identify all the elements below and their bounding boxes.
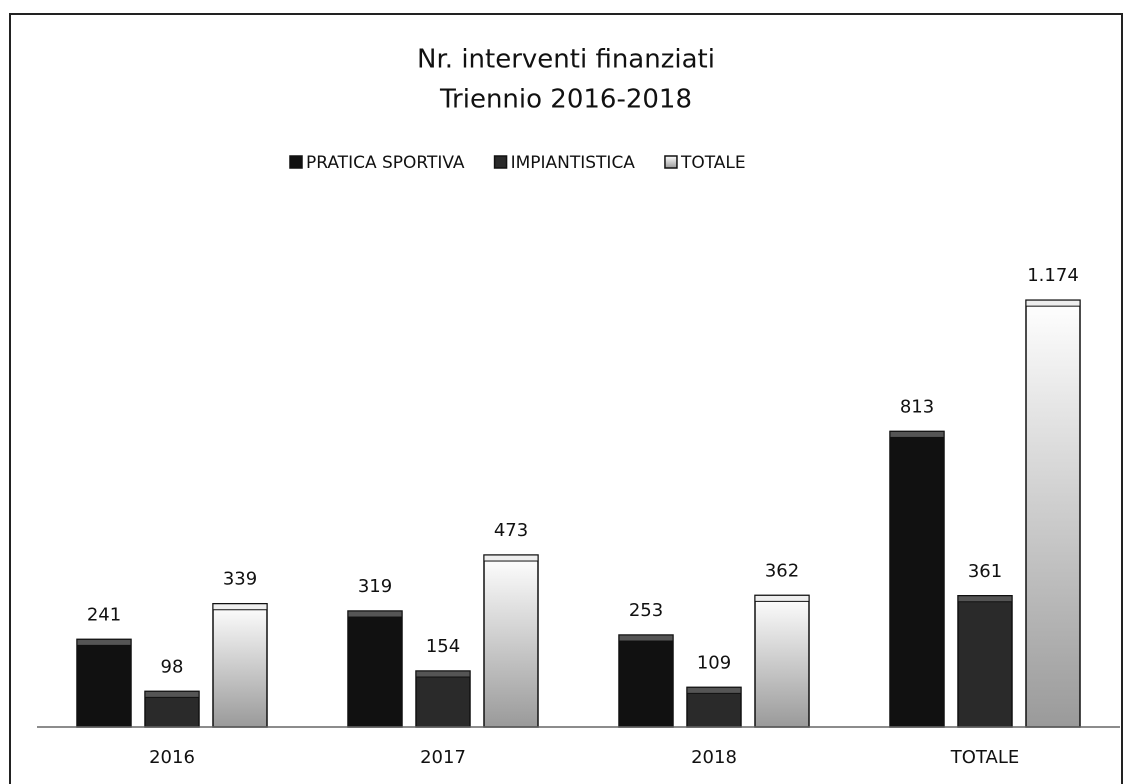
bar-cap	[76, 638, 132, 646]
bar-cap	[686, 686, 742, 694]
data-label: 473	[494, 520, 528, 541]
bar	[347, 610, 403, 728]
bar-cap	[1025, 299, 1081, 307]
bar	[889, 430, 945, 728]
data-label: 154	[426, 636, 460, 657]
bar-cap	[957, 595, 1013, 603]
bar-cap	[415, 670, 471, 678]
bar	[754, 594, 810, 728]
bar	[415, 670, 471, 728]
bar-cap	[483, 554, 539, 562]
bar	[483, 554, 539, 728]
bar	[618, 634, 674, 728]
legend-swatch	[289, 155, 303, 169]
x-tick-label: 2016	[149, 747, 195, 768]
chart-title: Nr. interventi finanziati	[417, 45, 715, 75]
bar-cap	[347, 610, 403, 618]
legend-swatch	[664, 155, 678, 169]
data-label: 1.174	[1027, 265, 1079, 286]
x-tick-label: TOTALE	[950, 747, 1019, 768]
bar	[76, 638, 132, 728]
bar	[957, 595, 1013, 728]
legend-label: IMPIANTISTICA	[511, 153, 636, 173]
bar	[1025, 299, 1081, 728]
bar-cap	[754, 594, 810, 602]
data-label: 109	[697, 652, 731, 673]
data-label: 319	[358, 576, 392, 597]
legend-label: TOTALE	[680, 153, 746, 173]
bar-cap	[889, 430, 945, 438]
legend-swatch	[493, 155, 508, 169]
data-label: 813	[900, 396, 934, 417]
data-label: 98	[161, 656, 184, 677]
data-label: 362	[765, 560, 799, 581]
bar-cap	[212, 603, 268, 611]
x-tick-label: 2018	[691, 747, 737, 768]
data-label: 253	[629, 600, 663, 621]
data-label: 241	[87, 604, 121, 625]
legend-label: PRATICA SPORTIVA	[306, 153, 465, 173]
bar-cap	[144, 690, 200, 698]
bar-cap	[618, 634, 674, 642]
x-tick-label: 2017	[420, 747, 466, 768]
chart-subtitle: Triennio 2016-2018	[439, 85, 692, 115]
data-label: 339	[223, 569, 257, 590]
data-label: 361	[968, 561, 1002, 582]
bar	[212, 602, 268, 728]
